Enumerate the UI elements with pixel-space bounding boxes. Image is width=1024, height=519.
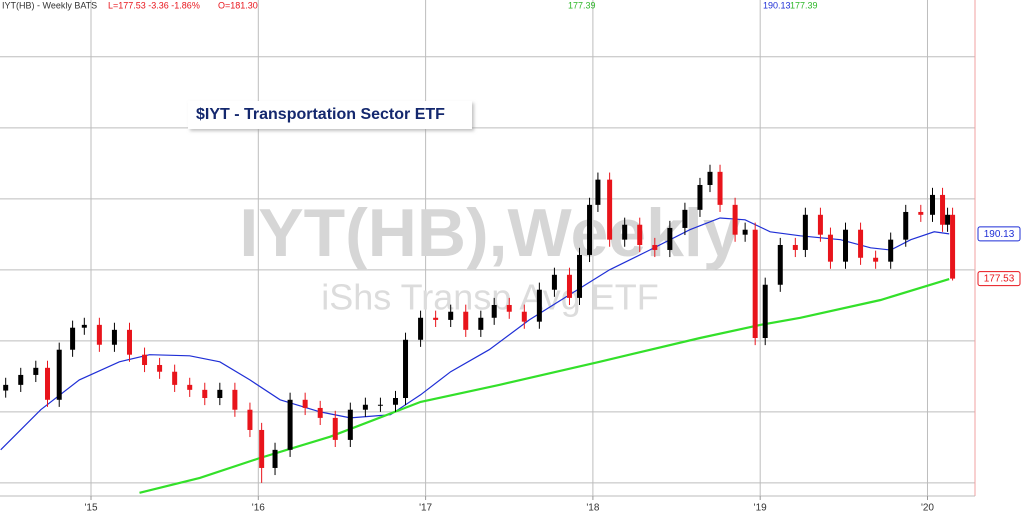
header-ma-long-2: 177.39 [790,0,818,10]
candle-body [777,244,783,285]
candle-body [172,371,178,385]
candle-body [707,171,713,185]
candle-body [587,204,593,255]
watermark-title: IYT(HB),Weekly [239,195,740,271]
candle-body [697,184,703,210]
candle-body [418,317,424,340]
grid [0,0,975,496]
header-open: O=181.30 [218,0,258,10]
price-tag-label: 190.13 [984,229,1015,240]
x-tick-label: '18 [586,503,599,514]
candle-body [70,327,76,350]
candle-body [792,244,798,250]
candle-body [742,229,748,235]
candle-body [622,224,628,240]
candle-body [347,409,353,440]
candle-body [317,407,323,418]
candle-body [272,449,278,468]
candle-body [96,324,102,345]
candle-body [637,224,643,245]
candle-body [287,399,293,450]
candle-body [652,244,658,250]
x-tick-label: '19 [754,503,767,514]
candle-body [259,429,265,468]
candle-body [817,214,823,235]
chart-title: $IYT - Transportation Sector ETF [196,106,445,123]
candle-body [551,274,557,290]
candle-body [142,354,148,365]
candle-body [506,304,512,312]
candle-body [448,311,454,320]
title-box-bg [188,101,472,129]
candle-body [187,384,193,390]
candle-body [945,214,951,225]
candle-body [232,389,238,410]
header-symbol: IYT(HB) - Weekly BATS [2,0,97,10]
title-box [188,101,472,129]
plot-area [0,164,956,494]
candle-body [463,311,469,330]
moving-average-line [139,278,950,494]
candle-body [18,374,24,385]
candle-body [950,214,956,279]
price-tag-label: 177.53 [984,274,1015,285]
candle-body [802,214,808,250]
x-tick-label: '17 [419,503,432,514]
price-tag-box [977,271,1021,287]
candle-body [762,284,768,339]
candle-body [202,389,208,399]
axis: '15 '16 '17 '18 '19 '20 190.13 177.53 [84,226,1021,514]
candle-body [607,179,613,240]
candle-body [332,417,338,440]
candle-body [403,339,409,399]
candle-body [888,239,894,262]
candle-body [392,398,398,405]
candle-body [56,349,62,400]
candle-body [126,329,132,355]
x-tick-label: '16 [252,503,265,514]
candle-body [752,229,758,339]
candle-body [81,324,87,328]
candle-body [45,367,51,400]
header-ma-long: 177.39 [568,0,596,10]
candle-body [491,304,497,318]
candle-body [858,229,864,258]
x-tick-label: '20 [921,503,934,514]
candle-body [566,274,572,298]
candle-body [940,194,946,225]
watermark-subtitle: iShs Transp Avg ETF [321,277,658,318]
candle-body [478,317,484,330]
candle-body [873,257,879,262]
candle-body [903,211,909,240]
candle-body [302,399,308,408]
candle-body [595,179,601,205]
candle-body [157,364,163,372]
candle-body [827,234,833,262]
candle-body [577,254,583,298]
candle-body [247,409,253,430]
candle-body [717,171,723,205]
x-tick-label: '15 [84,503,97,514]
header-ma-short: 190.13 [763,0,791,10]
candle-body [217,389,223,399]
candle-body [918,211,924,215]
candle-body [521,311,527,322]
candle-body [667,227,673,250]
candle-body [682,209,688,228]
header-quote: L=177.53 -3.36 -1.86% [108,0,200,10]
candle-body [930,194,936,215]
candle-body [111,329,117,345]
candle-body [33,367,39,375]
candle-body [732,204,738,235]
candle-body [433,317,439,320]
candle-body [362,404,368,410]
price-tag-box [977,226,1021,242]
candle-body [536,289,542,322]
candle-body [3,384,9,391]
candle-body [843,229,849,262]
candle-body [377,404,383,406]
